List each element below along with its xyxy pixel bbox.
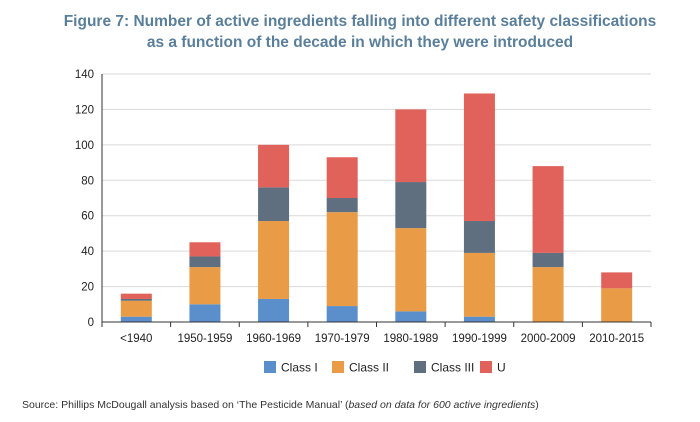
y-tick-label: 100 [75,140,94,152]
legend: Class I Class II Class III U [264,361,506,375]
x-tick-label: 1950-1959 [177,333,232,345]
source-note: Source: Phillips McDougall analysis base… [22,399,539,411]
bar-class-ii-1 [120,300,152,317]
bar-class-ii-4 [326,212,358,307]
y-tick-label: 60 [81,211,94,223]
x-tick-label: <1940 [120,333,152,345]
bar-class-i-1 [120,316,152,322]
bar-class-ii-8 [601,288,633,322]
bar-class-iii-4 [326,198,358,213]
bar-class-iii-6 [463,221,495,253]
x-tick-label: 2010-2015 [589,333,644,345]
bar-class-iii-2 [189,256,221,268]
bar-u-7 [532,166,564,253]
bar-u-4 [326,157,358,198]
bar-u-8 [601,272,633,289]
bar-class-ii-6 [463,252,495,317]
bar-class-i-3 [258,298,290,322]
legend-swatch-class-i [264,361,276,373]
legend-swatch-class-ii [332,361,344,373]
source-prefix: Source: Phillips McDougall analysis base… [22,399,349,411]
y-tick-label: 120 [75,104,94,116]
legend-label: Class I [281,361,318,375]
bar-class-ii-7 [532,267,564,322]
legend-label: U [497,361,506,375]
bar-class-i-5 [395,311,427,322]
bar-u-1 [120,293,152,299]
bar-class-ii-3 [258,221,290,299]
bar-class-iii-3 [258,187,290,222]
x-tick-label: 1970-1979 [315,333,370,345]
bar-class-ii-5 [395,228,427,312]
bar-class-i-6 [463,316,495,322]
y-tick-label: 20 [81,282,94,294]
bar-class-iii-1 [120,298,152,301]
x-tick-label: 2000-2009 [521,333,576,345]
chart-title-line-2: as a function of the decade in which the… [146,34,574,51]
bar-u-6 [463,93,495,222]
legend-label: Class III [431,361,474,375]
x-tick-label: 1980-1989 [383,333,438,345]
gridlines [102,73,651,288]
bars [120,93,633,322]
bar-class-i-4 [326,306,358,322]
y-tick-label: 140 [75,69,94,81]
chart-title-line-1: Figure 7: Number of active ingredients f… [63,13,657,30]
legend-swatch-u [480,361,492,373]
legend-swatch-class-iii [414,361,426,373]
bar-class-ii-2 [189,267,221,305]
axes: 0 20 40 60 80 100 120 140 <1940 1950-1959 1960-196… [75,69,652,345]
bar-class-iii-5 [395,182,427,229]
bar-class-iii-7 [532,252,564,268]
bar-class-i-2 [189,304,221,322]
source-suffix: ) [535,399,539,411]
x-tick-label: 1990-1999 [452,333,507,345]
bar-u-2 [189,242,221,257]
bar-u-5 [395,109,427,183]
bar-u-3 [258,144,290,188]
legend-label: Class II [349,361,389,375]
source-italic: based on data for 600 active ingredients [348,399,536,411]
y-tick-label: 0 [88,317,94,329]
y-tick-label: 40 [81,246,94,258]
y-tick-label: 80 [81,175,94,187]
x-tick-label: 1960-1969 [246,333,301,345]
